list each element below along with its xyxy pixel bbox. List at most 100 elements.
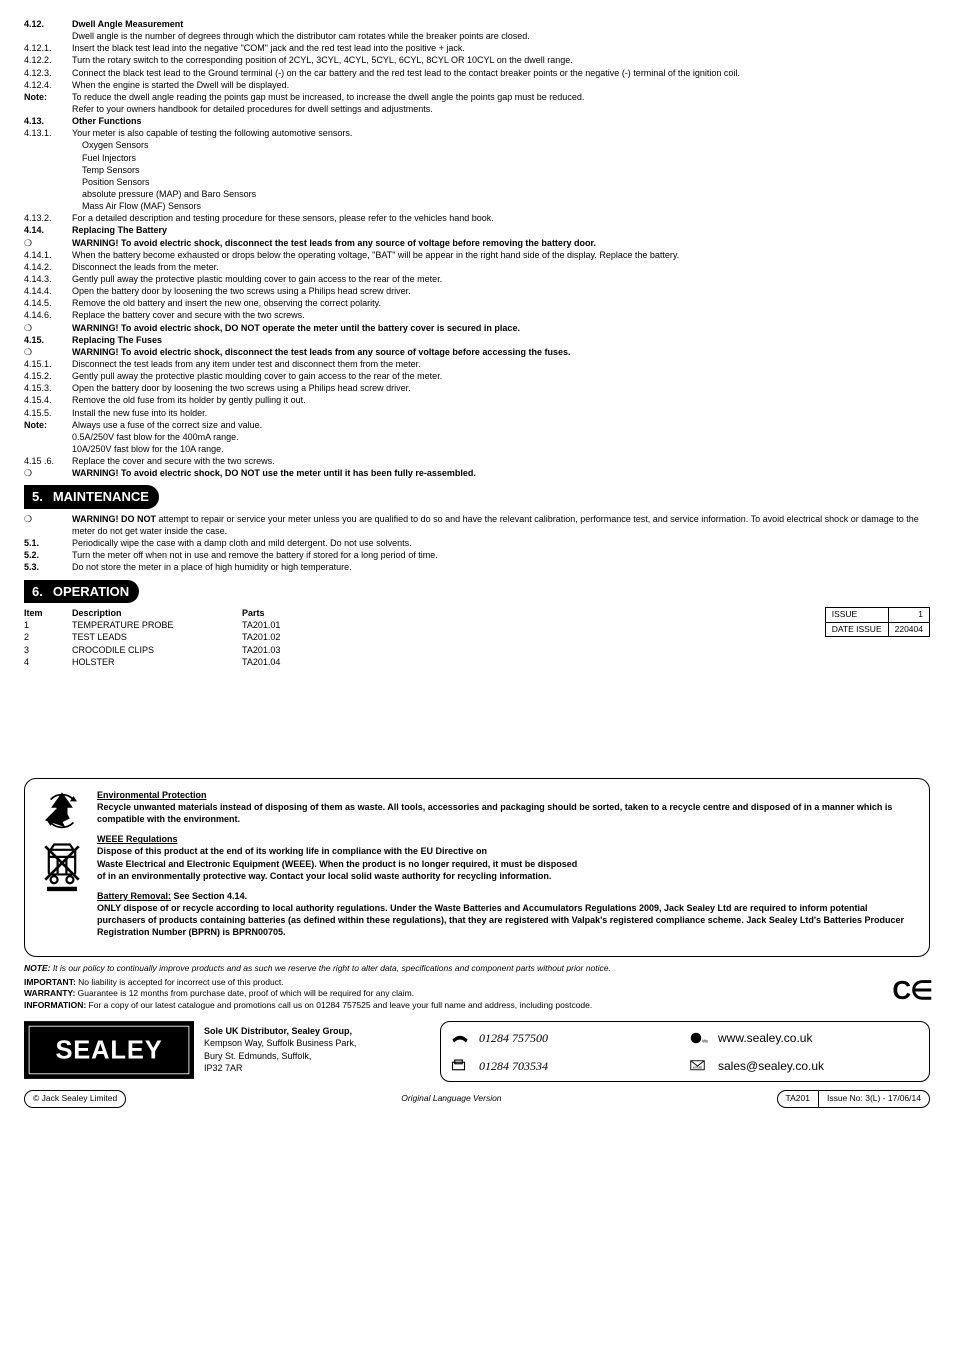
svg-text:email: email bbox=[693, 1065, 702, 1069]
battery-title: Battery Removal: bbox=[97, 891, 171, 901]
item-num: 4.12.4. bbox=[24, 79, 72, 91]
text: Dwell angle is the number of degrees thr… bbox=[72, 30, 930, 42]
text: Connect the black test lead to the Groun… bbox=[72, 67, 930, 79]
issue-box: ISSUE1 DATE ISSUE220404 bbox=[825, 607, 930, 637]
text: Replace the cover and secure with the tw… bbox=[72, 455, 930, 467]
sec-title: Other Functions bbox=[72, 115, 930, 127]
ce-mark-icon: C ∈ bbox=[892, 973, 930, 1008]
list-item: Oxygen Sensors bbox=[82, 139, 930, 151]
item-num: 5.1. bbox=[24, 537, 72, 549]
warning-text: WARNING! To avoid electric shock, discon… bbox=[72, 237, 930, 249]
text: Waste Electrical and Electronic Equipmen… bbox=[97, 859, 577, 869]
sec-num: 4.15. bbox=[24, 334, 72, 346]
sec-num: 4.12. bbox=[24, 18, 72, 30]
text: To reduce the dwell angle reading the po… bbox=[72, 91, 930, 103]
item-num: 4.14.1. bbox=[24, 249, 72, 261]
table-row: 1TEMPERATURE PROBETA201.01 bbox=[24, 619, 825, 631]
text: 10A/250V fast blow for the 10A range. bbox=[72, 443, 930, 455]
section-header-maintenance: 5. MAINTENANCE bbox=[24, 485, 159, 509]
fax-icon bbox=[451, 1059, 469, 1073]
text: WARNING! DO NOT attempt to repair or ser… bbox=[72, 513, 930, 537]
phone-icon bbox=[451, 1031, 469, 1045]
text: Periodically wipe the case with a damp c… bbox=[72, 537, 930, 549]
item-num: 4.14.2. bbox=[24, 261, 72, 273]
svg-text:SEALEY: SEALEY bbox=[55, 1037, 162, 1065]
text: 0.5A/250V fast blow for the 400mA range. bbox=[72, 431, 930, 443]
sec-title: Replacing The Fuses bbox=[72, 334, 930, 346]
date-label: DATE ISSUE bbox=[825, 622, 888, 636]
text: Turn the rotary switch to the correspond… bbox=[72, 54, 930, 66]
item-num: 4.13.2. bbox=[24, 212, 72, 224]
item-num: 4.15.1. bbox=[24, 358, 72, 370]
email-icon: email bbox=[690, 1059, 708, 1073]
sec-title: Replacing The Battery bbox=[72, 224, 930, 236]
list-item: Fuel Injectors bbox=[82, 152, 930, 164]
text: Disconnect the leads from the meter. bbox=[72, 261, 930, 273]
text: Recycle unwanted materials instead of di… bbox=[97, 802, 892, 824]
text: Turn the meter off when not in use and r… bbox=[72, 549, 930, 561]
text: Remove the old battery and insert the ne… bbox=[72, 297, 930, 309]
text: ONLY dispose of or recycle according to … bbox=[97, 903, 904, 937]
text: Do not store the meter in a place of hig… bbox=[72, 561, 930, 573]
warning-text: WARNING! To avoid electric shock, DO NOT… bbox=[72, 467, 930, 479]
phone-number: 01284 757500 bbox=[479, 1030, 680, 1046]
item-num: 4.15.4. bbox=[24, 394, 72, 406]
text: Remove the old fuse from its holder by g… bbox=[72, 394, 930, 406]
text: Disconnect the test leads from any item … bbox=[72, 358, 930, 370]
text: Insert the black test lead into the nega… bbox=[72, 42, 930, 54]
model-number: TA201 bbox=[778, 1091, 819, 1106]
web-address: www.sealey.co.uk bbox=[718, 1030, 919, 1046]
environmental-block: Environmental Protection Recycle unwante… bbox=[24, 778, 930, 958]
item-num: 4.15.3. bbox=[24, 382, 72, 394]
th-desc: Description bbox=[72, 607, 242, 619]
warn-icon: ❍ bbox=[24, 513, 72, 537]
table-row: 2TEST LEADSTA201.02 bbox=[24, 631, 825, 643]
section-header-operation: 6. OPERATION bbox=[24, 580, 139, 604]
text: Your meter is also capable of testing th… bbox=[72, 127, 930, 139]
warn-icon: ❍ bbox=[24, 322, 72, 334]
item-num: 4.15.5. bbox=[24, 407, 72, 419]
table-row: 3CROCODILE CLIPSTA201.03 bbox=[24, 644, 825, 656]
list-item: Mass Air Flow (MAF) Sensors bbox=[82, 200, 930, 212]
section-title: OPERATION bbox=[53, 583, 129, 601]
text: When the battery become exhausted or dro… bbox=[72, 249, 930, 261]
weee-title: WEEE Regulations bbox=[97, 834, 178, 844]
warn-icon: ❍ bbox=[24, 467, 72, 479]
text: Dispose of this product at the end of it… bbox=[97, 846, 487, 856]
model-issue-pill: TA201 Issue No: 3(L) - 17/06/14 bbox=[777, 1090, 930, 1107]
item-num: 4.14.3. bbox=[24, 273, 72, 285]
item-num: 4.14.4. bbox=[24, 285, 72, 297]
section-number: 6. bbox=[32, 583, 43, 601]
env-title: Environmental Protection bbox=[97, 790, 207, 800]
text: Gently pull away the protective plastic … bbox=[72, 273, 930, 285]
address-block: Sole UK Distributor, Sealey Group, Kemps… bbox=[202, 1021, 432, 1082]
date-value: 220404 bbox=[888, 622, 929, 636]
issue-number: Issue No: 3(L) - 17/06/14 bbox=[819, 1091, 929, 1106]
item-num: 4.12.1. bbox=[24, 42, 72, 54]
item-num: 5.3. bbox=[24, 561, 72, 573]
note-strip: IMPORTANT: No liability is accepted for … bbox=[24, 977, 930, 1011]
sec-num: 4.14. bbox=[24, 224, 72, 236]
warn-icon: ❍ bbox=[24, 346, 72, 358]
text: Open the battery door by loosening the t… bbox=[72, 285, 930, 297]
sensor-list: Oxygen Sensors Fuel Injectors Temp Senso… bbox=[24, 139, 930, 212]
item-num: 4.14.6. bbox=[24, 309, 72, 321]
text: Replace the battery cover and secure wit… bbox=[72, 309, 930, 321]
fax-number: 01284 703534 bbox=[479, 1058, 680, 1074]
table-row: 4HOLSTERTA201.04 bbox=[24, 656, 825, 668]
email-address: sales@sealey.co.uk bbox=[718, 1058, 919, 1074]
list-item: absolute pressure (MAP) and Baro Sensors bbox=[82, 188, 930, 200]
note-label: Note: bbox=[24, 91, 72, 103]
section-number: 5. bbox=[32, 488, 43, 506]
item-num: 4.15.2. bbox=[24, 370, 72, 382]
sec-title: Dwell Angle Measurement bbox=[72, 18, 930, 30]
section-title: MAINTENANCE bbox=[53, 488, 149, 506]
issue-value: 1 bbox=[888, 608, 929, 622]
text: Gently pull away the protective plastic … bbox=[72, 370, 930, 382]
text: For a detailed description and testing p… bbox=[72, 212, 930, 224]
item-num: 4.12.2. bbox=[24, 54, 72, 66]
contact-box: 01284 757500 Web www.sealey.co.uk 01284 … bbox=[440, 1021, 930, 1082]
th-parts: Parts bbox=[242, 607, 322, 619]
warning-text: WARNING! To avoid electric shock, discon… bbox=[72, 346, 930, 358]
copyright-pill: © Jack Sealey Limited bbox=[24, 1090, 126, 1107]
